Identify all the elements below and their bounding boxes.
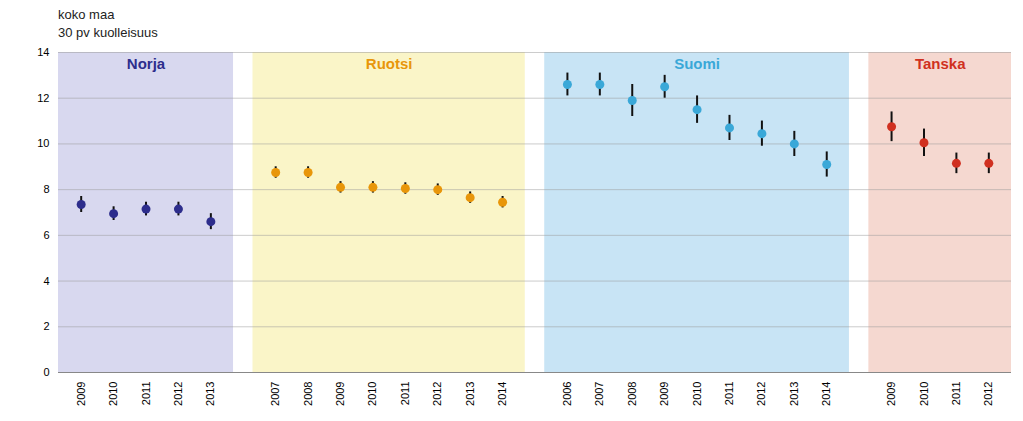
svg-text:2014: 2014: [820, 382, 832, 406]
svg-text:2006: 2006: [561, 382, 573, 406]
svg-text:2009: 2009: [658, 382, 670, 406]
svg-text:Ruotsi: Ruotsi: [366, 55, 413, 72]
svg-text:2010: 2010: [691, 382, 703, 406]
html-text:30 pv kuolleisuus: 30 pv kuolleisuus: [58, 25, 158, 40]
svg-text:10: 10: [37, 137, 49, 149]
svg-text:2009: 2009: [885, 382, 897, 406]
svg-text:2013: 2013: [788, 382, 800, 406]
svg-text:2007: 2007: [593, 382, 605, 406]
svg-text:2010: 2010: [917, 382, 929, 406]
svg-text:2: 2: [43, 320, 49, 332]
svg-text:Tanska: Tanska: [915, 55, 966, 72]
svg-text:0: 0: [43, 366, 49, 378]
svg-text:2007: 2007: [269, 382, 281, 406]
svg-text:2011: 2011: [140, 382, 152, 406]
svg-text:2011: 2011: [723, 382, 735, 406]
svg-text:2012: 2012: [172, 382, 184, 406]
svg-text:12: 12: [37, 92, 49, 104]
svg-text:2008: 2008: [626, 382, 638, 406]
svg-text:2012: 2012: [982, 382, 994, 406]
svg-text:6: 6: [43, 229, 49, 241]
svg-text:2011: 2011: [399, 382, 411, 406]
svg-text:8: 8: [43, 183, 49, 195]
svg-text:2010: 2010: [107, 382, 119, 406]
svg-text:2013: 2013: [464, 382, 476, 406]
svg-text:2009: 2009: [334, 382, 346, 406]
svg-text:2010: 2010: [366, 382, 378, 406]
svg-text:2011: 2011: [950, 382, 962, 406]
svg-text:2012: 2012: [755, 382, 767, 406]
svg-text:Suomi: Suomi: [674, 55, 720, 72]
svg-text:14: 14: [37, 46, 49, 58]
svg-text:2009: 2009: [75, 382, 87, 406]
svg-text:2008: 2008: [302, 382, 314, 406]
svg-text:4: 4: [43, 275, 49, 287]
svg-text:2012: 2012: [431, 382, 443, 406]
html-text:koko maa: koko maa: [58, 7, 115, 22]
svg-text:2013: 2013: [204, 382, 216, 406]
svg-text:2014: 2014: [496, 382, 508, 406]
svg-text:Norja: Norja: [127, 55, 166, 72]
